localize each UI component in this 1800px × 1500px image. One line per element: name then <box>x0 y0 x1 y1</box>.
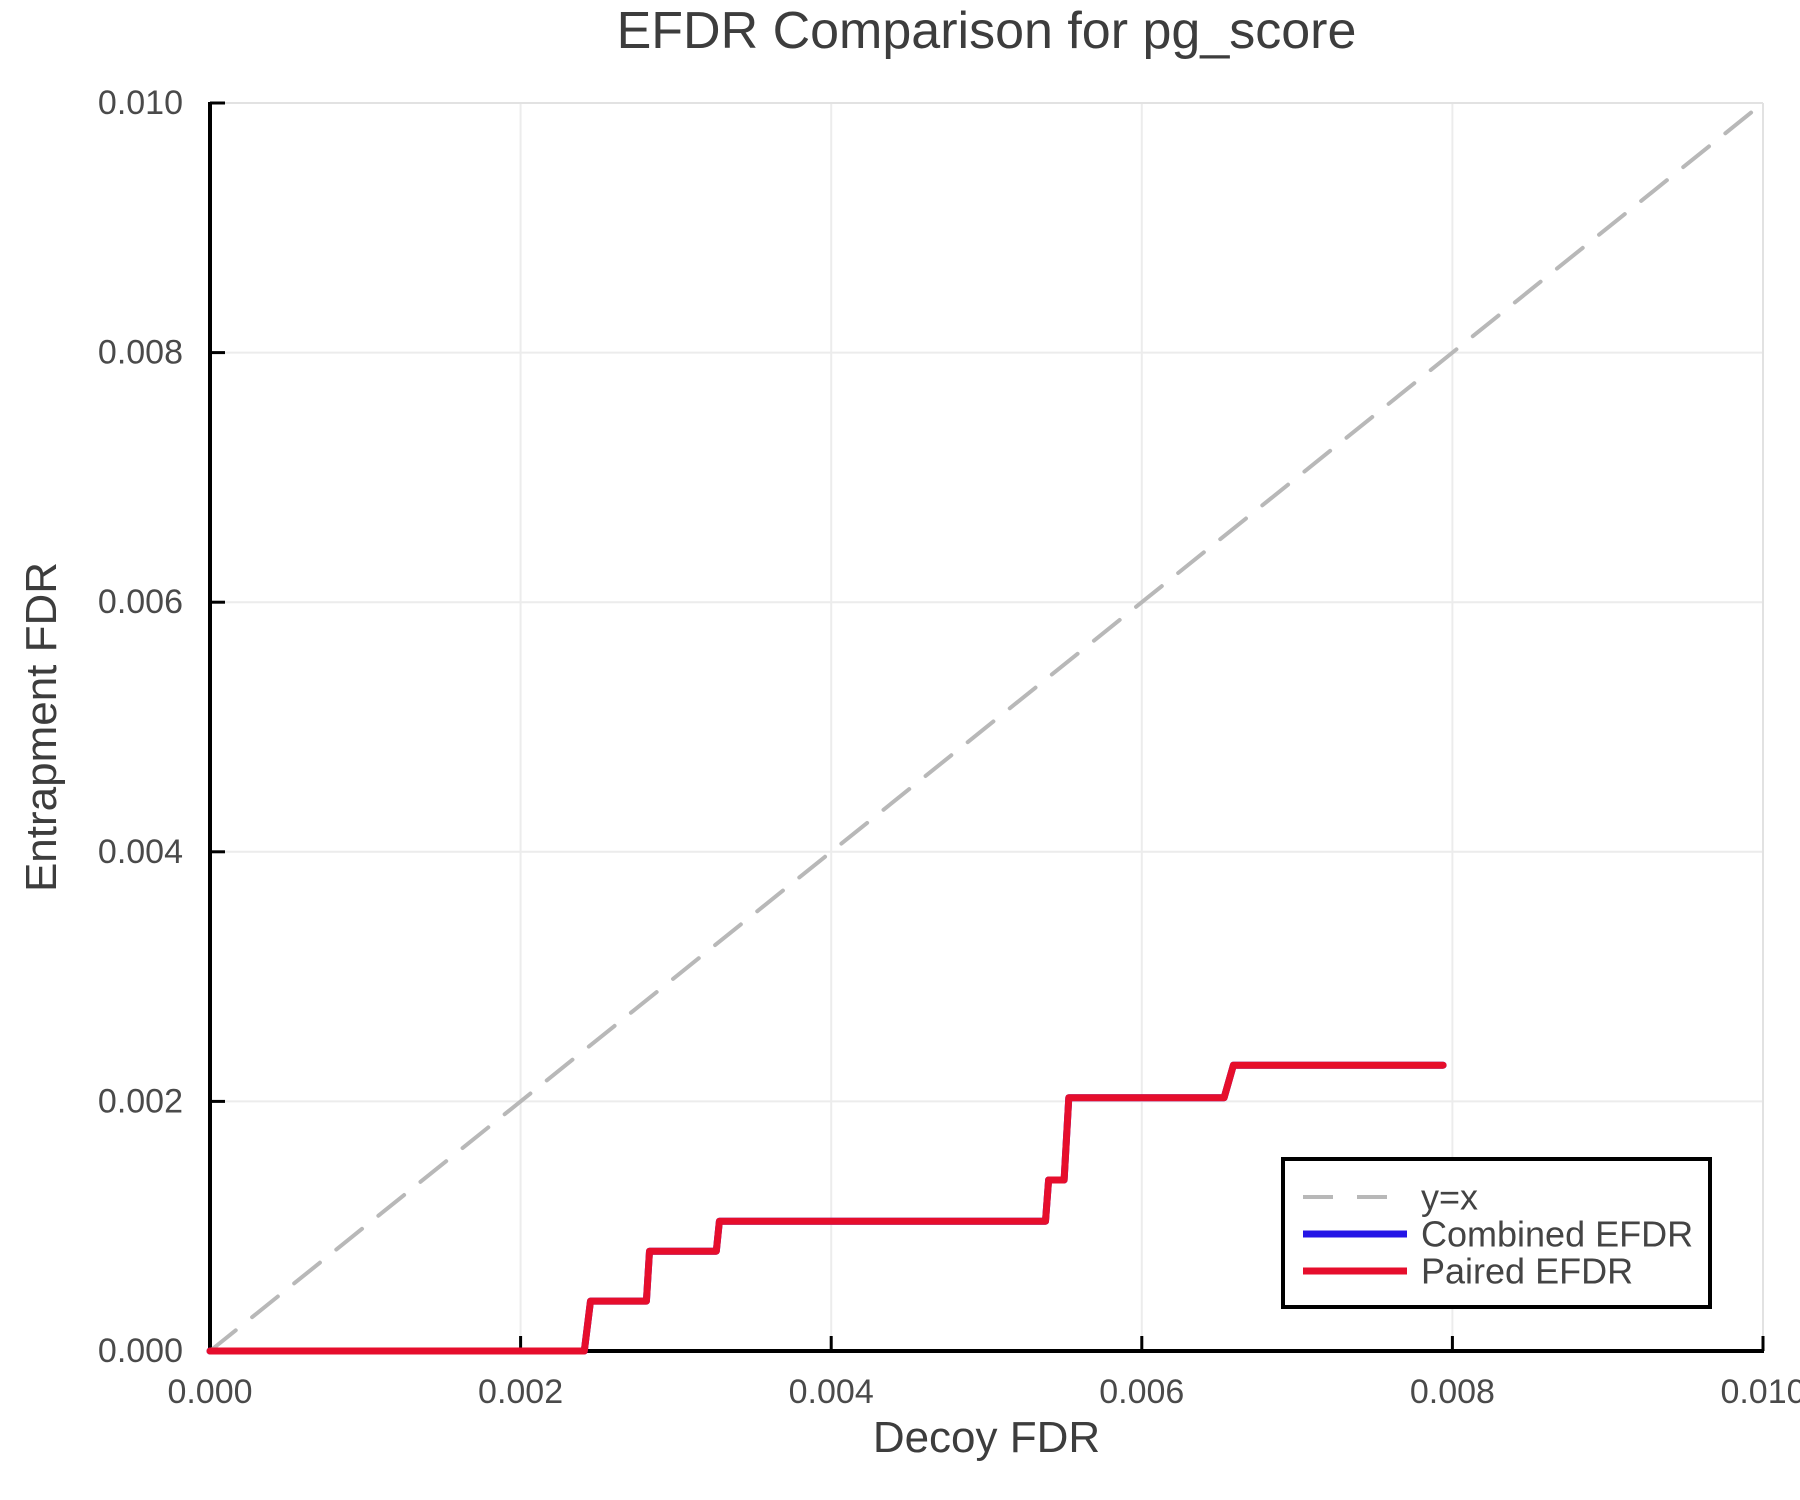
y-tick-label: 0.004 <box>98 833 183 871</box>
legend-entry-label: Paired EFDR <box>1421 1251 1633 1292</box>
series-line-paired-efdr <box>206 1061 1447 1355</box>
x-axis-label: Decoy FDR <box>872 1413 1101 1462</box>
x-tick-label: 0.008 <box>1410 1373 1495 1411</box>
y-tick-label: 0.006 <box>98 583 183 621</box>
y-tick-label: 0.008 <box>98 334 183 372</box>
y-tick-label: 0.010 <box>98 84 183 122</box>
legend-entry-label: Combined EFDR <box>1421 1214 1693 1255</box>
y-tick-label: 0.002 <box>98 1082 183 1120</box>
series-line-combined-efdr <box>206 1061 1447 1355</box>
chart-title: EFDR Comparison for pg_score <box>616 2 1357 60</box>
x-tick-label: 0.000 <box>167 1373 252 1411</box>
x-tick-label: 0.006 <box>1099 1373 1184 1411</box>
series-line-y-x <box>208 101 1765 1353</box>
legend-entry-label: y=x <box>1421 1177 1478 1218</box>
y-tick-label: 0.000 <box>98 1332 183 1370</box>
x-tick-label: 0.002 <box>478 1373 563 1411</box>
x-tick-label: 0.010 <box>1720 1373 1800 1411</box>
x-tick-label: 0.004 <box>789 1373 874 1411</box>
